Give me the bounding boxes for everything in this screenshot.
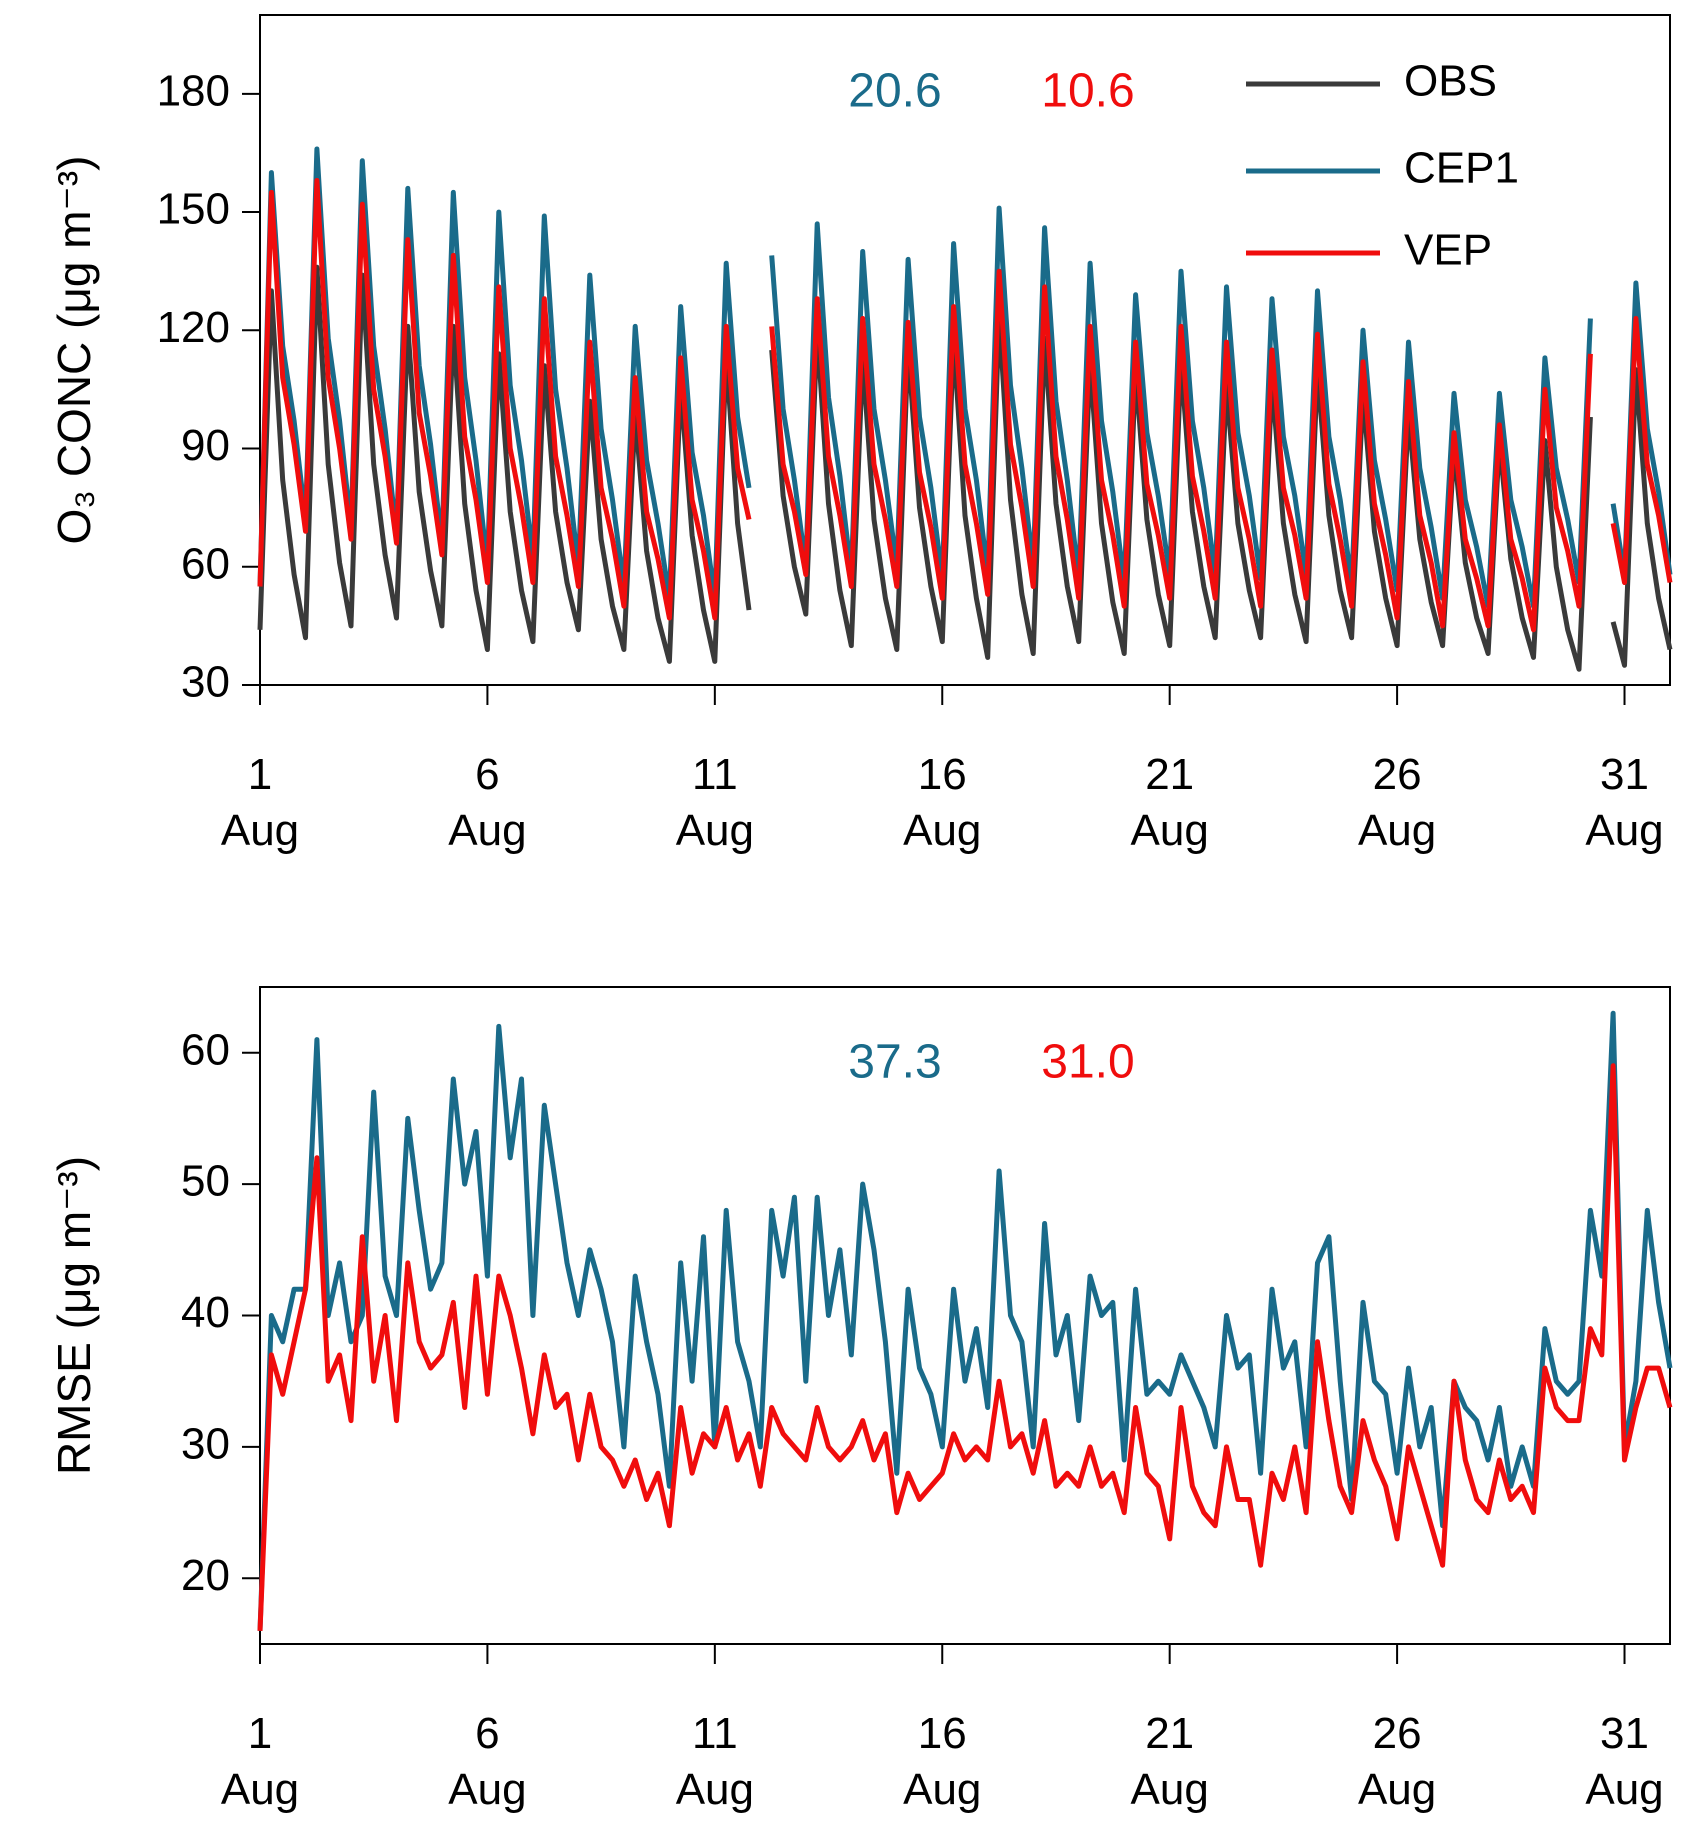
x-tick-label: 21 Aug (1131, 750, 1209, 855)
x-tick-label: 26 Aug (1358, 1709, 1436, 1814)
x-tick-label: 31 Aug (1585, 1709, 1663, 1814)
x-tick-label: 1 Aug (221, 750, 299, 855)
y-tick-label: 40 (181, 1288, 230, 1337)
y-tick-label: 150 (157, 185, 230, 234)
annotation: 10.6 (1041, 65, 1134, 118)
x-tick-label: 11 Aug (676, 750, 754, 855)
x-tick-label: 16 Aug (903, 750, 981, 855)
y-axis-label: O₃ CONC (μg m⁻³) (48, 156, 100, 545)
legend-label: OBS (1404, 57, 1497, 106)
y-tick-label: 120 (157, 303, 230, 352)
x-tick-label: 21 Aug (1131, 1709, 1209, 1814)
annotation: 31.0 (1041, 1036, 1134, 1089)
x-tick-label: 16 Aug (903, 1709, 981, 1814)
x-tick-label: 6 Aug (448, 750, 526, 855)
y-tick-label: 20 (181, 1551, 230, 1600)
x-tick-label: 26 Aug (1358, 750, 1436, 855)
x-tick-label: 6 Aug (448, 1709, 526, 1814)
y-tick-label: 90 (181, 421, 230, 470)
plot-frame (259, 14, 1671, 686)
y-axis-label: RMSE (μg m⁻³) (48, 1156, 100, 1475)
x-tick-label: 31 Aug (1585, 750, 1663, 855)
series-line (257, 1010, 1673, 1631)
annotation: 37.3 (848, 1036, 941, 1089)
series-line (257, 1063, 1673, 1632)
series-line (257, 178, 1673, 633)
x-tick-label: 1 Aug (221, 1709, 299, 1814)
y-tick-label: 30 (181, 658, 230, 707)
y-tick-label: 60 (181, 1025, 230, 1074)
legend-label: VEP (1404, 226, 1492, 275)
y-tick-label: 60 (181, 539, 230, 588)
legend-label: CEP1 (1404, 144, 1519, 193)
y-tick-label: 50 (181, 1157, 230, 1206)
y-tick-label: 30 (181, 1420, 230, 1469)
x-tick-label: 11 Aug (676, 1709, 754, 1814)
y-tick-label: 180 (157, 66, 230, 115)
annotation: 20.6 (848, 65, 941, 118)
